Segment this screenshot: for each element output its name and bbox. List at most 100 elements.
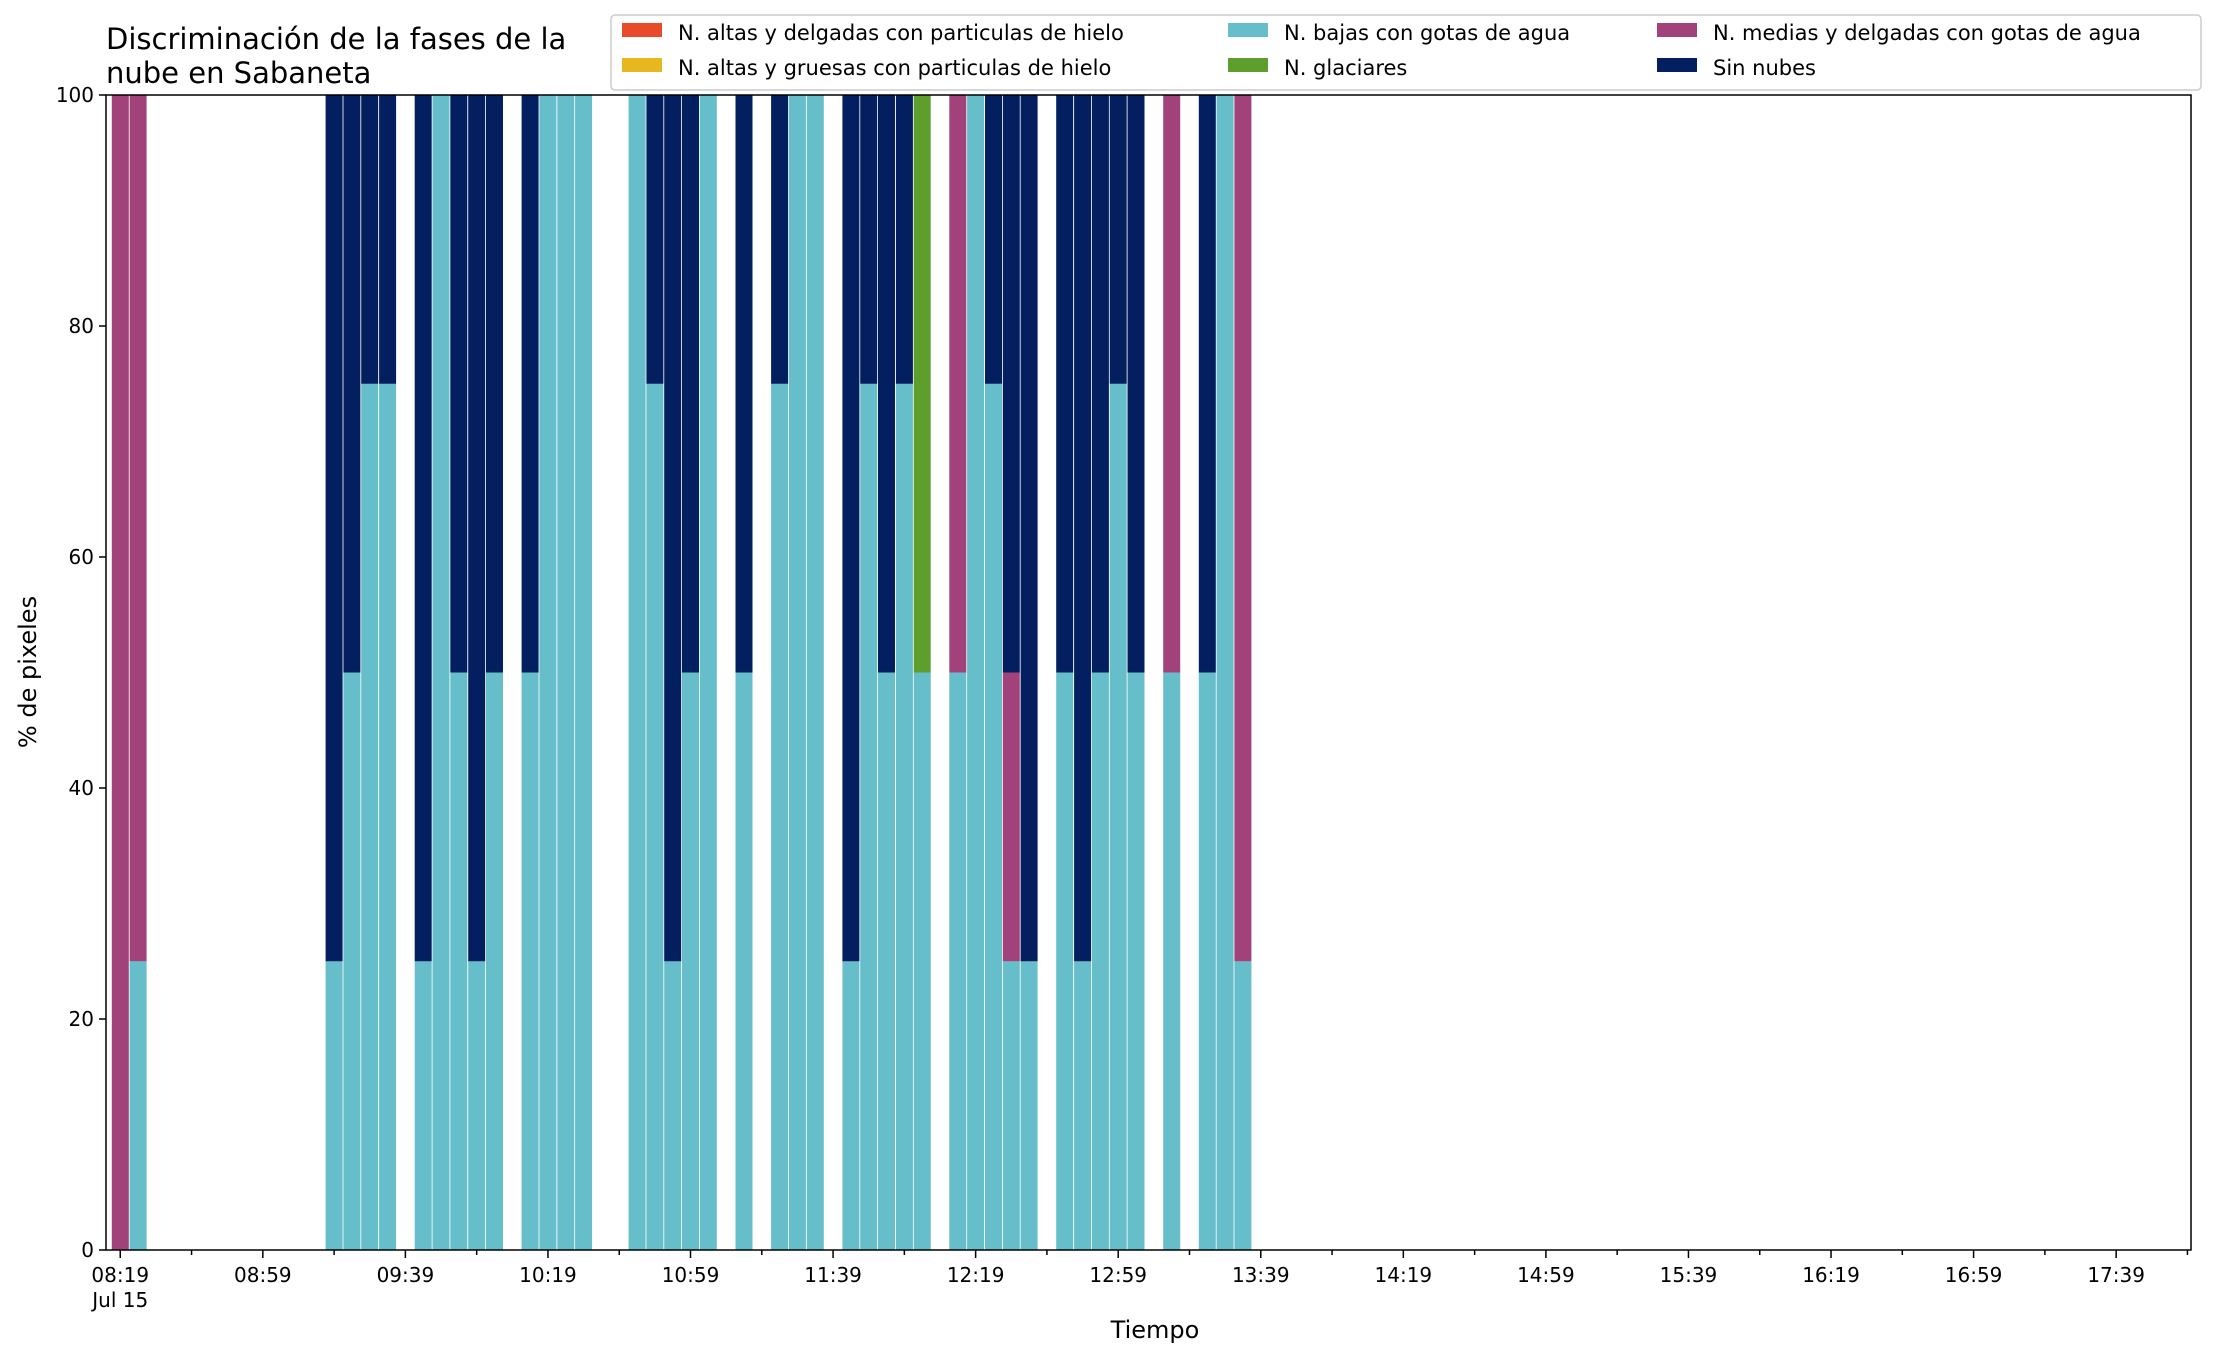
bar-segment: [1074, 961, 1092, 1251]
bar-segment: [1056, 95, 1074, 673]
bar-segment: [1234, 961, 1252, 1251]
x-tick-label: 13:39: [1232, 1263, 1290, 1287]
bar-segment: [985, 383, 1002, 1251]
x-tick-label: 09:39: [377, 1263, 435, 1287]
bar-segment: [1002, 672, 1020, 962]
bar-segment: [949, 672, 967, 1250]
bar-segment: [1198, 95, 1216, 673]
bar-segment: [878, 672, 895, 1250]
x-tick-label: 15:39: [1660, 1263, 1718, 1287]
bar-segment: [682, 672, 699, 1250]
legend-box: [610, 14, 2202, 91]
bar-segment: [1216, 95, 1234, 1250]
bar-segment: [557, 95, 575, 1250]
bar-segment: [1002, 95, 1020, 673]
chart-title-line-2: nube en Sabaneta: [106, 56, 371, 90]
bar-segment: [1234, 95, 1252, 962]
legend-swatch: [1228, 58, 1268, 72]
bar-segment: [1020, 95, 1038, 962]
bar-segment: [1109, 383, 1127, 1251]
bar-segment: [735, 95, 753, 673]
bar-segment: [432, 95, 450, 1250]
x-tick-label: 08:19: [91, 1263, 149, 1287]
y-tick-label: 80: [69, 314, 94, 338]
legend-label: N. medias y delgadas con gotas de agua: [1713, 21, 2141, 45]
y-tick-label: 60: [69, 545, 94, 569]
bar-segment: [664, 95, 682, 962]
bar-segment: [361, 95, 379, 384]
legend-label: N. bajas con gotas de agua: [1284, 21, 1570, 45]
legend: N. altas y delgadas con particulas de hi…: [610, 14, 2202, 91]
bar-segment: [842, 961, 860, 1251]
bar-segment: [913, 95, 931, 673]
bar-segment: [325, 95, 343, 962]
x-tick-label: 17:39: [2087, 1263, 2145, 1287]
bar-segment: [379, 383, 397, 1251]
bar-segment: [949, 95, 967, 673]
x-tick-label: 12:19: [947, 1263, 1005, 1287]
bar-segment: [735, 672, 753, 1250]
bar-segment: [1198, 672, 1216, 1250]
x-tick-label: 16:59: [1945, 1263, 2003, 1287]
bar-segment: [1109, 95, 1127, 384]
legend-swatch: [1657, 23, 1697, 37]
x-axis-label: Tiempo: [1110, 1316, 1200, 1344]
bar-segment: [860, 95, 878, 384]
bar-segment: [111, 95, 129, 1250]
x-tick-label: 16:19: [1802, 1263, 1860, 1287]
chart-title-line-1: Discriminación de la fases de la: [106, 22, 566, 56]
bar-segment: [361, 383, 379, 1251]
bar-segment: [664, 961, 682, 1251]
bar-segment: [1056, 672, 1074, 1250]
legend-label: N. glaciares: [1284, 56, 1407, 80]
bar-segment: [628, 95, 646, 1250]
bar-segment: [646, 95, 664, 384]
bar-segment: [1002, 961, 1020, 1251]
bar-segment: [1074, 95, 1092, 962]
plot-frame: [105, 94, 2192, 1251]
x-tick-label: 10:19: [519, 1263, 577, 1287]
bar-segment: [913, 672, 931, 1250]
bar-segment: [1091, 95, 1109, 673]
bar-segment: [129, 95, 147, 962]
y-tick-label: 100: [56, 83, 94, 107]
bar-segment: [842, 95, 860, 962]
bar-segment: [985, 95, 1002, 384]
bar-segment: [771, 383, 789, 1251]
legend-swatch: [1228, 23, 1268, 37]
bar-segment: [699, 95, 717, 1250]
bar-segment: [521, 672, 539, 1250]
x-tick-label: 12:59: [1089, 1263, 1147, 1287]
x-tick-label: 08:59: [234, 1263, 292, 1287]
y-tick-label: 20: [69, 1007, 94, 1031]
bar-segment: [521, 95, 539, 673]
y-tick-label: 0: [81, 1238, 94, 1262]
bar-segment: [1127, 95, 1145, 673]
bar-segment: [414, 961, 432, 1251]
bar-segment: [682, 95, 699, 673]
legend-swatch: [1657, 58, 1697, 72]
bar-segment: [468, 961, 486, 1251]
bar-segment: [450, 95, 468, 673]
bar-segment: [486, 95, 503, 673]
bar-segment: [1163, 95, 1181, 673]
bar-segment: [325, 961, 343, 1251]
bar-segment: [646, 383, 664, 1251]
legend-label: Sin nubes: [1713, 56, 1816, 80]
bar-segment: [539, 95, 557, 1250]
bar-segment: [486, 672, 503, 1250]
bar-segment: [1127, 672, 1145, 1250]
bar-segment: [575, 95, 593, 1250]
bar-segment: [895, 383, 913, 1251]
y-tick-label: 40: [69, 776, 94, 800]
bar-segment: [414, 95, 432, 962]
bar-segment: [878, 95, 895, 673]
x-axis: 08:19 08:59 09:39 10:19 10:59 11:39 12:19 12:59…: [90, 1250, 2189, 1312]
x-tick-label: 14:19: [1375, 1263, 1433, 1287]
x-tick-label: 14:59: [1517, 1263, 1575, 1287]
bar-segment: [860, 383, 878, 1251]
bar-segment: [1163, 672, 1181, 1250]
bar-segment: [468, 95, 486, 962]
bar-segment: [788, 95, 806, 1250]
legend-label: N. altas y gruesas con particulas de hie…: [678, 56, 1111, 80]
